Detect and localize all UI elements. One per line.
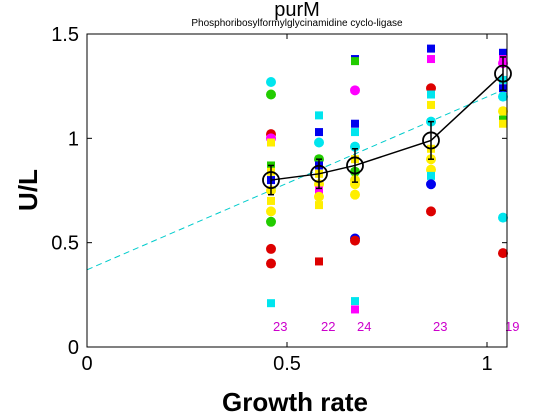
data-point-square <box>351 305 359 314</box>
data-point-square <box>499 115 507 124</box>
data-point-square <box>427 55 435 64</box>
y-tick-label: 1.5 <box>51 24 79 46</box>
data-point-square <box>267 138 275 147</box>
data-point-square <box>427 90 435 99</box>
data-point-circle <box>266 76 276 87</box>
data-point-circle <box>350 189 360 200</box>
mean-marker <box>310 164 328 183</box>
y-tick-label: 1 <box>68 128 79 150</box>
mean-marker <box>262 171 280 189</box>
data-point-square <box>315 128 323 137</box>
data-point-square <box>267 196 275 205</box>
data-point-square <box>351 57 359 66</box>
count-label: 24 <box>357 319 371 334</box>
data-point-square <box>315 257 323 266</box>
data-point-square <box>267 299 275 308</box>
data-point-circle <box>350 235 360 246</box>
data-point-square <box>499 48 507 57</box>
data-point-circle <box>350 85 360 96</box>
y-tick-label: 0.5 <box>51 233 79 255</box>
x-tick-label: 0 <box>81 353 92 375</box>
data-point-circle <box>266 89 276 100</box>
data-point-square <box>427 100 435 109</box>
y-tick-label: 0 <box>68 337 79 359</box>
data-point-circle <box>426 206 436 217</box>
count-label: 22 <box>321 319 335 334</box>
data-point-circle <box>498 91 508 102</box>
data-point-square <box>427 44 435 53</box>
data-point-square <box>351 297 359 306</box>
data-point-circle <box>498 212 508 223</box>
data-point-circle <box>498 248 508 259</box>
x-axis-label: Growth rate <box>222 387 368 417</box>
chart-title: purM <box>274 0 320 21</box>
plot-frame <box>86 33 508 348</box>
count-label: 19 <box>505 319 519 334</box>
data-point-circle <box>314 137 324 148</box>
data-point-circle <box>266 258 276 269</box>
fit-line <box>86 87 508 271</box>
data-point-circle <box>266 216 276 227</box>
count-label: 23 <box>433 319 447 334</box>
mean-marker <box>346 156 364 175</box>
data-point-circle <box>498 106 508 117</box>
data-point-square <box>499 119 507 128</box>
data-point-square <box>351 119 359 128</box>
mean-line <box>270 73 504 181</box>
data-point-square <box>315 201 323 210</box>
count-label: 23 <box>273 319 287 334</box>
data-point-circle <box>314 191 324 202</box>
data-point-circle <box>266 243 276 254</box>
chart-subtitle: Phosphoribosylformylglycinamidine cyclo-… <box>191 18 403 29</box>
data-point-square <box>427 171 435 180</box>
data-point-square <box>351 128 359 137</box>
data-point-circle <box>426 179 436 190</box>
data-point-circle <box>266 206 276 217</box>
data-point-square <box>315 111 323 120</box>
data-point-square <box>315 186 323 195</box>
mean-marker <box>494 64 512 83</box>
y-axis-label: U/L <box>13 169 43 211</box>
mean-marker <box>422 131 440 150</box>
x-tick-label: 0.5 <box>273 353 301 375</box>
x-tick-label: 1 <box>481 353 492 375</box>
